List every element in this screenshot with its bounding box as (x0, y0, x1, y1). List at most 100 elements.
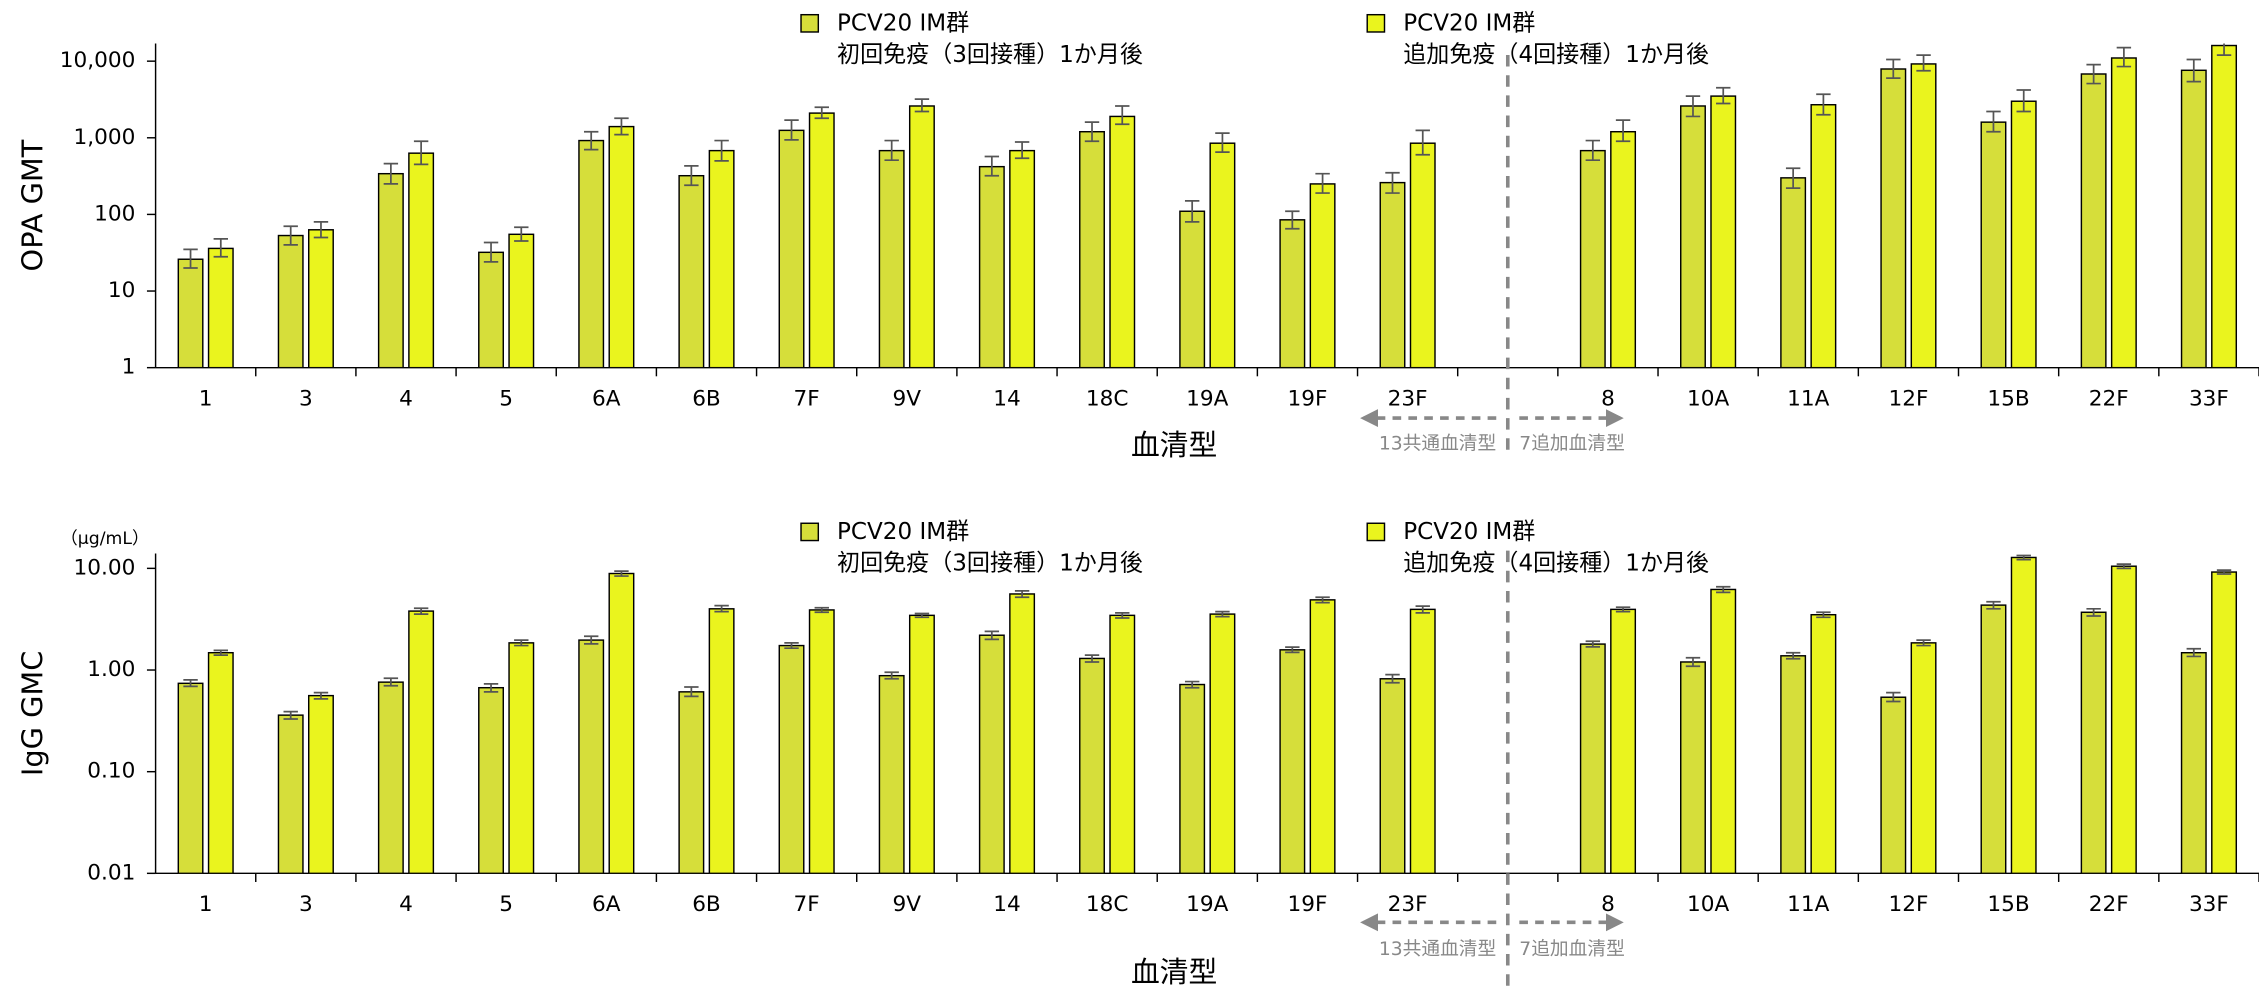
x-tick-label: 18C (1086, 892, 1129, 917)
error-bar (1816, 93, 1831, 116)
legend-swatch (800, 13, 820, 33)
x-tick-label: 7F (794, 892, 820, 917)
bar (578, 139, 605, 368)
y-tick-label: 1 (122, 355, 136, 380)
error-bar (1415, 605, 1430, 614)
error-bar (1315, 172, 1330, 194)
legend-label: PCV20 IM群追加免疫（4回接種）1か月後 (1403, 518, 1709, 576)
x-tick-label: 19F (1287, 386, 1327, 411)
bar (508, 233, 535, 368)
x-tick-label: 19F (1287, 892, 1327, 917)
bar (878, 149, 905, 368)
x-tick-label: 11A (1787, 892, 1829, 917)
bar-group (1780, 167, 1807, 368)
bar (207, 651, 234, 874)
bar (1680, 105, 1706, 368)
bar (608, 572, 635, 874)
x-tick-label: 10A (1687, 386, 1729, 411)
legend-swatch (1366, 522, 1386, 542)
bar-group (1279, 646, 1306, 874)
bar (277, 234, 304, 368)
error-bar (614, 117, 629, 136)
x-tick-label: 10A (1687, 892, 1729, 917)
bar (2180, 651, 2207, 874)
x-tick-label: 19A (1186, 892, 1228, 917)
bar-group (1810, 93, 1837, 368)
error-bar (1585, 640, 1601, 648)
bar-group (1179, 200, 1206, 368)
bar-group (708, 604, 735, 874)
bar-group (1209, 610, 1236, 874)
bar (1680, 661, 1706, 874)
annotation: 13共通血清型 (1379, 434, 1496, 455)
x-tick-label: 15B (1987, 892, 2029, 917)
x-tick-label: 15B (1987, 386, 2029, 411)
bar-group (1109, 611, 1136, 874)
error-bar (984, 155, 1000, 177)
error-bar (213, 237, 229, 258)
error-bar (1385, 673, 1400, 684)
bar-group (808, 106, 835, 368)
bar (808, 609, 835, 874)
bar (1379, 181, 1406, 368)
x-tick-label: 33F (2189, 386, 2229, 411)
bar-group (578, 635, 605, 874)
bar (908, 614, 935, 874)
error-bar (283, 225, 298, 246)
bar-group (1379, 171, 1406, 368)
y-tick-label: 0.01 (87, 860, 135, 885)
bar (608, 125, 635, 368)
error-bar (1315, 596, 1330, 604)
bar (2110, 565, 2137, 874)
bar (478, 686, 505, 874)
error-bar (413, 140, 429, 166)
bar (2211, 571, 2238, 874)
legend-line: 追加免疫（4回接種）1か月後 (1403, 42, 1709, 68)
x-tick-label: 4 (399, 892, 413, 917)
bar (1710, 588, 1737, 874)
bar-group (1610, 606, 1637, 874)
bar (1209, 613, 1236, 874)
x-tick-label: 12F (1888, 386, 1928, 411)
error-bar (1115, 611, 1130, 619)
y-axis-label: OPA GMT (16, 139, 50, 271)
bar-group (1710, 86, 1737, 368)
legend-label: PCV20 IM群追加免疫（4回接種）1か月後 (1403, 10, 1709, 68)
error-bar (1886, 691, 1901, 703)
bar-group (808, 606, 835, 874)
x-tick-label: 22F (2089, 892, 2129, 917)
bar (1109, 614, 1136, 874)
legend-label: PCV20 IM群初回免疫（3回接種）1か月後 (837, 10, 1143, 68)
bar-group (1910, 639, 1937, 874)
bar-group (978, 630, 1005, 874)
annotation: 7追加血清型 (1519, 434, 1625, 455)
error-bar (1916, 639, 1931, 647)
x-tick-label: 6A (592, 386, 621, 411)
bar (508, 642, 535, 874)
bar (2010, 556, 2037, 874)
legend-line: 追加免疫（4回接種）1か月後 (1403, 550, 1709, 576)
x-tick-label: 7F (794, 386, 820, 411)
error-bar (1215, 610, 1230, 618)
bar (578, 639, 605, 874)
bar-group (678, 165, 705, 368)
bar-group (277, 710, 304, 874)
bar (708, 149, 735, 368)
error-bar (283, 710, 298, 720)
x-tick-label: 23F (1388, 386, 1428, 411)
bar-group (1579, 139, 1606, 368)
error-bar (313, 691, 329, 700)
bar (1009, 593, 1036, 874)
bar (908, 105, 935, 368)
error-bar (514, 639, 529, 647)
bar-group (508, 226, 535, 368)
bar-group (1710, 585, 1737, 874)
y-tick-label: 10,000 (60, 48, 136, 73)
bar (2211, 44, 2238, 368)
bar-group (1009, 590, 1036, 874)
x-tick-label: 9V (893, 892, 922, 917)
bar-group (1079, 654, 1105, 874)
bar-group (2080, 63, 2107, 368)
error-bar (1785, 167, 1801, 190)
